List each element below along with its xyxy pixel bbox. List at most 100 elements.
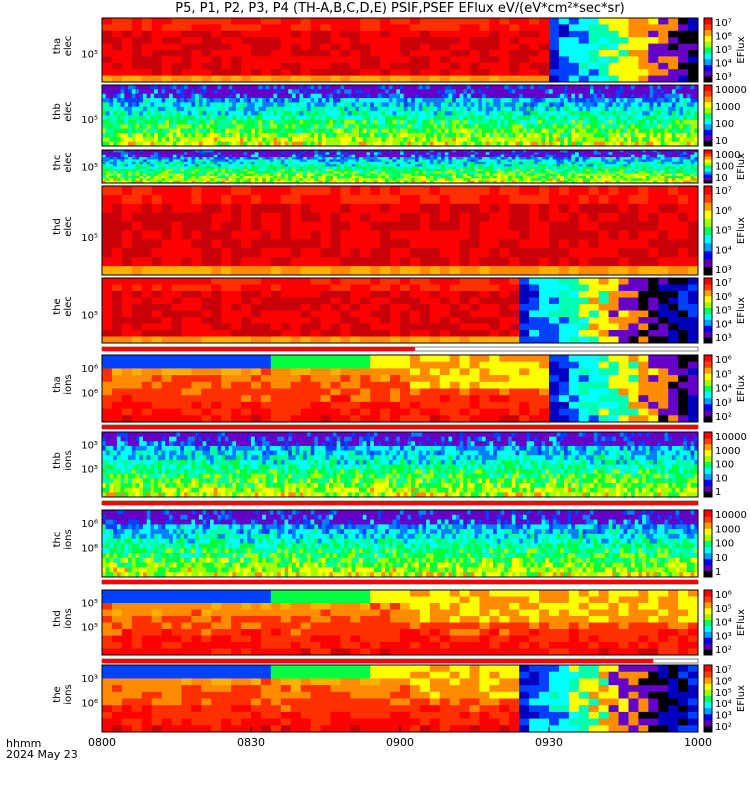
heatmap-cell <box>608 161 613 165</box>
heatmap-cell <box>545 161 550 165</box>
heatmap-cell <box>601 168 606 172</box>
heatmap-cell <box>120 161 125 165</box>
heatmap-cell <box>306 93 312 99</box>
heatmap-cell <box>206 89 211 95</box>
heatmap-cell <box>239 168 244 172</box>
heatmap-cell <box>251 119 256 125</box>
heatmap-cell <box>586 128 591 134</box>
heatmap-cell <box>251 161 256 165</box>
heatmap-cell <box>560 173 565 177</box>
heatmap-cell <box>165 137 170 143</box>
heatmap-cell <box>660 115 665 121</box>
heatmap-cell <box>556 152 561 156</box>
heatmap-cell <box>187 98 192 103</box>
colorbar-segment <box>704 134 712 141</box>
heatmap-cell <box>545 102 550 108</box>
heatmap-cell <box>694 98 699 103</box>
heatmap-cell <box>500 166 505 170</box>
heatmap-cell <box>310 180 315 184</box>
heatmap-cell <box>385 111 390 116</box>
heatmap-cell <box>157 161 163 165</box>
heatmap-cell <box>362 93 367 99</box>
heatmap-cell <box>530 161 535 165</box>
heatmap-cell <box>299 159 304 163</box>
heatmap-cell <box>608 119 613 125</box>
heatmap-cell <box>350 30 361 38</box>
heatmap-cell <box>522 178 528 182</box>
heatmap-cell <box>534 124 539 129</box>
heatmap-cell <box>157 102 163 108</box>
heatmap-cell <box>578 168 583 172</box>
heatmap-cell <box>388 180 393 184</box>
heatmap-cell <box>449 18 460 25</box>
colorbar-tick-label: 10⁶ <box>715 32 732 43</box>
heatmap-cell <box>340 128 345 134</box>
heatmap-cell <box>549 178 554 182</box>
heatmap-cell <box>448 119 453 125</box>
heatmap-cell <box>221 56 232 64</box>
colorbar-unit-label: EFlux <box>736 36 747 63</box>
heatmap-cell <box>429 150 434 153</box>
heatmap-cell <box>247 168 252 172</box>
heatmap-cell <box>128 132 133 138</box>
heatmap-cell <box>251 159 256 163</box>
heatmap-cell <box>549 98 554 103</box>
heatmap-cell <box>128 128 133 134</box>
heatmap-cell <box>195 166 200 170</box>
heatmap-cell <box>221 161 226 165</box>
heatmap-cell <box>165 168 170 172</box>
heatmap-cell <box>299 106 304 112</box>
heatmap-cell <box>549 175 554 179</box>
heatmap-cell <box>139 166 144 170</box>
heatmap-cell <box>213 119 218 125</box>
heatmap-cell <box>318 168 323 172</box>
heatmap-cell <box>269 141 274 147</box>
heatmap-cell <box>347 115 352 121</box>
heatmap-cell <box>295 141 300 147</box>
heatmap-cell <box>556 111 561 116</box>
colorbar-segment <box>704 123 712 130</box>
heatmap-cell <box>290 18 302 25</box>
heatmap-cell <box>545 180 550 184</box>
heatmap-cell <box>314 178 319 182</box>
heatmap-cell <box>690 98 695 103</box>
heatmap-cell <box>102 30 113 38</box>
heatmap-cell <box>332 119 338 125</box>
heatmap-cell <box>444 180 449 184</box>
heatmap-cell <box>350 37 361 44</box>
heatmap-cell <box>295 152 300 156</box>
heatmap-cell <box>586 180 591 184</box>
heatmap-cell <box>567 164 572 167</box>
heatmap-cell <box>290 30 302 38</box>
heatmap-cell <box>381 137 386 143</box>
heatmap-cell <box>578 75 590 83</box>
heatmap-cell <box>522 93 528 99</box>
heatmap-cell <box>385 180 390 184</box>
heatmap-cell <box>645 111 650 116</box>
heatmap-cell <box>500 168 505 172</box>
heatmap-cell <box>500 173 505 177</box>
heatmap-cell <box>306 106 312 112</box>
heatmap-cell <box>481 132 487 138</box>
heatmap-cell <box>627 180 632 184</box>
heatmap-cell <box>660 150 665 153</box>
heatmap-cell <box>191 171 196 174</box>
heatmap-cell <box>198 180 203 184</box>
heatmap-cell <box>567 175 572 179</box>
heatmap-cell <box>463 102 468 108</box>
heatmap-cell <box>232 164 237 167</box>
heatmap-cell <box>489 85 494 90</box>
heatmap-cell <box>141 62 153 70</box>
heatmap-cell <box>388 173 393 177</box>
heatmap-cell <box>508 152 513 156</box>
heatmap-cell <box>377 132 382 138</box>
heatmap-cell <box>470 154 475 158</box>
heatmap-cell <box>265 132 271 138</box>
heatmap-cell <box>181 24 192 32</box>
heatmap-cell <box>362 168 367 172</box>
heatmap-cell <box>295 175 300 179</box>
heatmap-cell <box>377 85 382 90</box>
heatmap-cell <box>269 175 274 179</box>
heatmap-cell <box>463 171 468 174</box>
heatmap-cell <box>601 137 606 143</box>
